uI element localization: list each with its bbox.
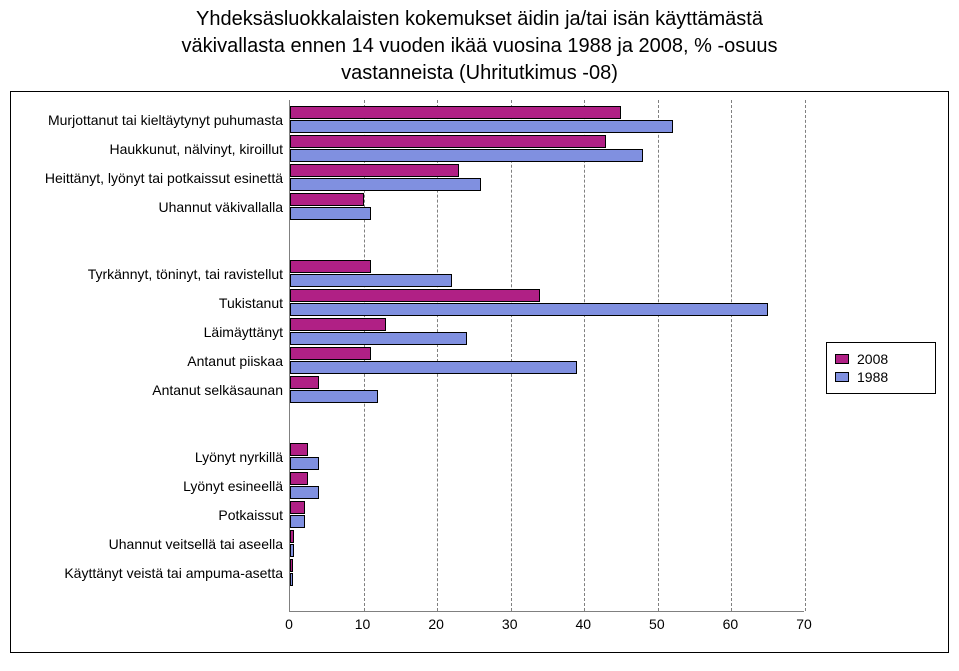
grid-line	[731, 100, 732, 611]
category-label: Murjottanut tai kieltäytynyt puhumasta	[13, 113, 283, 127]
category-labels: Murjottanut tai kieltäytynyt puhumasta Ha…	[11, 100, 289, 612]
x-tick: 70	[796, 616, 812, 632]
bar-2008	[290, 135, 606, 148]
title-line-2: väkivallasta ennen 14 vuoden ikää vuosin…	[182, 35, 778, 57]
category-label: Heittänyt, lyönyt tai potkaissut esinett…	[13, 171, 283, 185]
title-line-1: Yhdeksäsluokkalaisten kokemukset äidin j…	[196, 8, 763, 30]
category-label: Lyönyt nyrkillä	[13, 450, 283, 464]
bar-2008	[290, 376, 319, 389]
x-tick: 20	[428, 616, 444, 632]
legend-item-1988: 1988	[835, 369, 927, 385]
bar-1988	[290, 544, 294, 557]
plot-area	[289, 100, 804, 612]
legend-label-1988: 1988	[857, 369, 888, 385]
bar-2008	[290, 164, 459, 177]
x-tick: 60	[723, 616, 739, 632]
grid-line	[511, 100, 512, 611]
bar-2008	[290, 530, 294, 543]
bar-1988	[290, 515, 305, 528]
grid-line	[584, 100, 585, 611]
bar-1988	[290, 274, 452, 287]
category-label: Uhannut väkivallalla	[13, 200, 283, 214]
bar-1988	[290, 303, 768, 316]
category-label: Uhannut veitsellä tai aseella	[13, 537, 283, 551]
category-label: Tukistanut	[13, 296, 283, 310]
bar-2008	[290, 501, 305, 514]
category-label: Haukkunut, nälvinyt, kiroillut	[13, 142, 283, 156]
bar-2008	[290, 289, 540, 302]
title-line-3: vastanneista (Uhritutkimus -08)	[341, 62, 618, 84]
bar-2008	[290, 260, 371, 273]
bar-1988	[290, 207, 371, 220]
grid-line	[658, 100, 659, 611]
bar-2008	[290, 106, 621, 119]
category-label: Antanut piiskaa	[13, 354, 283, 368]
bar-2008	[290, 193, 364, 206]
grid-line	[805, 100, 806, 611]
bar-2008	[290, 559, 293, 572]
legend: 2008 1988	[826, 342, 936, 394]
category-label: Käyttänyt veistä tai ampuma-asetta	[13, 566, 283, 580]
legend-swatch-1988	[835, 372, 849, 382]
bar-2008	[290, 443, 308, 456]
x-tick: 30	[502, 616, 518, 632]
legend-item-2008: 2008	[835, 351, 927, 367]
category-label: Lyönyt esineellä	[13, 479, 283, 493]
legend-swatch-2008	[835, 354, 849, 364]
x-tick: 0	[285, 616, 293, 632]
bar-1988	[290, 573, 293, 586]
category-label: Tyrkännyt, töninyt, tai ravistellut	[13, 267, 283, 281]
category-label: Antanut selkäsaunan	[13, 383, 283, 397]
legend-label-2008: 2008	[857, 351, 888, 367]
bar-1988	[290, 457, 319, 470]
bar-1988	[290, 361, 577, 374]
bar-2008	[290, 318, 386, 331]
bar-2008	[290, 472, 308, 485]
chart-container: Murjottanut tai kieltäytynyt puhumasta Ha…	[10, 91, 949, 653]
category-label: Potkaissut	[13, 508, 283, 522]
x-tick: 10	[355, 616, 371, 632]
x-tick: 50	[649, 616, 665, 632]
bar-1988	[290, 149, 643, 162]
bar-2008	[290, 347, 371, 360]
bar-1988	[290, 486, 319, 499]
bar-1988	[290, 178, 481, 191]
bar-1988	[290, 390, 378, 403]
bar-1988	[290, 332, 467, 345]
x-tick: 40	[575, 616, 591, 632]
x-axis-ticks: 010203040506070	[289, 616, 804, 636]
category-label: Läimäyttänyt	[13, 325, 283, 339]
bar-1988	[290, 120, 673, 133]
